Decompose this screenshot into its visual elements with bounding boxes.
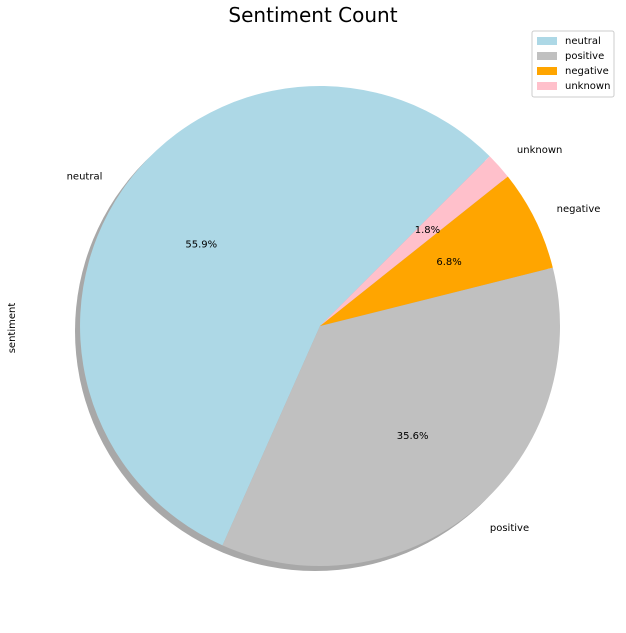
legend-label-unknown: unknown [565, 81, 610, 92]
legend-label-neutral: neutral [565, 36, 601, 47]
slice-label-neutral: neutral [67, 172, 103, 183]
y-axis-label: sentiment [7, 303, 18, 354]
legend-frame [531, 30, 615, 98]
slice-percent-unknown: 1.8% [415, 225, 440, 236]
legend-swatch-unknown [537, 82, 557, 90]
legend: neutral positive negative unknown [531, 30, 615, 98]
chart-title: Sentiment Count [228, 3, 397, 27]
slice-label-negative: negative [557, 204, 601, 215]
pie-slice-negative [320, 176, 553, 326]
slice-percent-neutral: 55.9% [185, 239, 217, 250]
legend-swatch-positive [537, 52, 557, 60]
legend-swatch-neutral [537, 37, 557, 45]
pie-slices [80, 86, 561, 567]
pie-slice-positive [222, 267, 561, 567]
slice-label-positive: positive [490, 523, 529, 534]
slice-percent-positive: 35.6% [397, 431, 429, 442]
pie-slice-unknown [320, 156, 508, 326]
legend-label-negative: negative [565, 66, 609, 77]
slice-percent-negative: 6.8% [436, 257, 461, 268]
slice-labels: neutral 55.9% positive 35.6% negative 6.8% unk… [67, 145, 601, 534]
slice-label-unknown: unknown [517, 145, 562, 156]
legend-swatch-negative [537, 67, 557, 75]
legend-label-positive: positive [565, 51, 604, 62]
pie-slice-neutral [80, 86, 490, 546]
